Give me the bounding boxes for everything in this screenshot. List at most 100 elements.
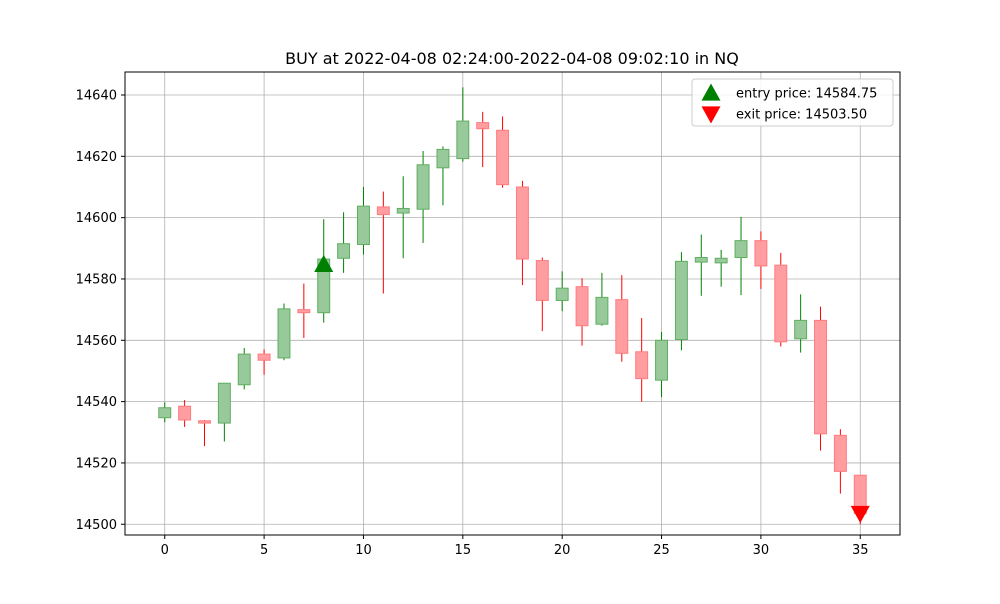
candle-up [734, 216, 748, 296]
candle-up [337, 212, 351, 273]
candle-body [635, 351, 649, 380]
plot-area-frame [124, 71, 901, 536]
candle-up [595, 272, 609, 326]
entry-marker [314, 254, 334, 273]
candle-up [158, 402, 172, 423]
candle-down [635, 318, 649, 402]
candle-down [476, 111, 490, 168]
legend-exit-label: exit price: 14503.50 [736, 108, 867, 123]
candle-body [436, 148, 450, 169]
candle-down [814, 306, 827, 451]
x-tick-label: 25 [653, 543, 670, 558]
candle-body [833, 434, 847, 472]
x-tick-label: 30 [753, 543, 770, 558]
candle-up [416, 150, 430, 243]
candle-body [476, 122, 490, 130]
candle-body [198, 420, 211, 424]
candle-up [674, 252, 688, 351]
candle-body [158, 407, 172, 419]
x-tick-label: 35 [852, 543, 869, 558]
y-tick-label: 14620 [76, 150, 117, 165]
exit-marker [850, 505, 870, 524]
candle-down [615, 275, 629, 362]
candle-body [734, 240, 748, 259]
candle-body [178, 405, 192, 421]
axes: 0 5 10 15 20 25 30 35 14500 14520 14540 14560 14580 1… [76, 88, 869, 558]
candle-up [436, 146, 450, 206]
y-tick-label: 14580 [76, 272, 117, 287]
candle-body [754, 240, 768, 267]
candle-body [297, 309, 311, 314]
candle-up [456, 87, 470, 162]
trade-markers [314, 254, 870, 524]
y-tick-label: 14560 [76, 334, 117, 349]
x-tick-label: 20 [554, 543, 571, 558]
candle-up [217, 382, 231, 442]
candle-down [178, 400, 192, 427]
candle-up [794, 294, 808, 353]
grid-lines [125, 72, 900, 535]
legend: entry price: 14584.75 exit price: 14503.5… [691, 78, 894, 127]
y-tick-label: 14520 [76, 456, 117, 471]
candles [158, 87, 867, 525]
candle-body [674, 260, 688, 341]
y-tick-label: 14600 [76, 211, 117, 226]
candle-body [515, 186, 529, 260]
candle-body [357, 205, 370, 245]
candle-body [595, 296, 609, 325]
candle-body [774, 264, 788, 343]
candle-body [655, 339, 668, 381]
legend-entry-marker [701, 83, 721, 101]
candle-down [376, 191, 390, 294]
chart-title: BUY at 2022-04-08 02:24:00-2022-04-08 09… [285, 49, 739, 68]
candle-body [237, 353, 251, 386]
legend-box [691, 78, 894, 127]
candle-down [496, 116, 510, 188]
candle-body [575, 286, 589, 327]
candle-body [396, 207, 410, 214]
candle-down [198, 420, 211, 447]
candle-body [456, 120, 470, 160]
candle-up [396, 176, 410, 259]
x-tick-label: 15 [455, 543, 472, 558]
legend-exit-marker [701, 106, 721, 124]
candle-down [833, 429, 847, 494]
candle-up [277, 303, 291, 361]
candle-body [416, 164, 430, 210]
y-tick-label: 14500 [76, 518, 117, 533]
candle-down [297, 283, 311, 338]
y-tick-label: 14540 [76, 395, 117, 410]
candle-body [535, 260, 549, 301]
candle-up [555, 271, 569, 312]
candle-up [237, 347, 251, 390]
candle-down [774, 252, 788, 347]
candle-body [694, 257, 708, 263]
y-tick-label: 14640 [76, 88, 117, 103]
candle-body [555, 287, 569, 301]
candle-up [655, 331, 668, 398]
candle-body [217, 382, 231, 424]
legend-entry-label: entry price: 14584.75 [736, 87, 877, 102]
candle-down [257, 349, 271, 375]
x-tick-label: 5 [260, 543, 268, 558]
candle-body [496, 129, 510, 186]
candle-down [754, 231, 768, 289]
candle-body [257, 353, 271, 361]
candle-up [694, 234, 708, 296]
candle-down [515, 180, 529, 286]
candle-body [615, 299, 629, 354]
candle-down [535, 257, 549, 332]
candle-down [575, 278, 589, 346]
candle-body [337, 243, 351, 259]
candle-body [714, 257, 728, 264]
x-tick-label: 10 [355, 543, 372, 558]
candle-body [794, 319, 808, 340]
candle-up [357, 186, 370, 255]
candle-body [277, 308, 291, 359]
x-tick-label: 0 [161, 543, 169, 558]
candle-body [814, 319, 827, 435]
candle-up [714, 249, 728, 287]
candle-body [376, 206, 390, 216]
